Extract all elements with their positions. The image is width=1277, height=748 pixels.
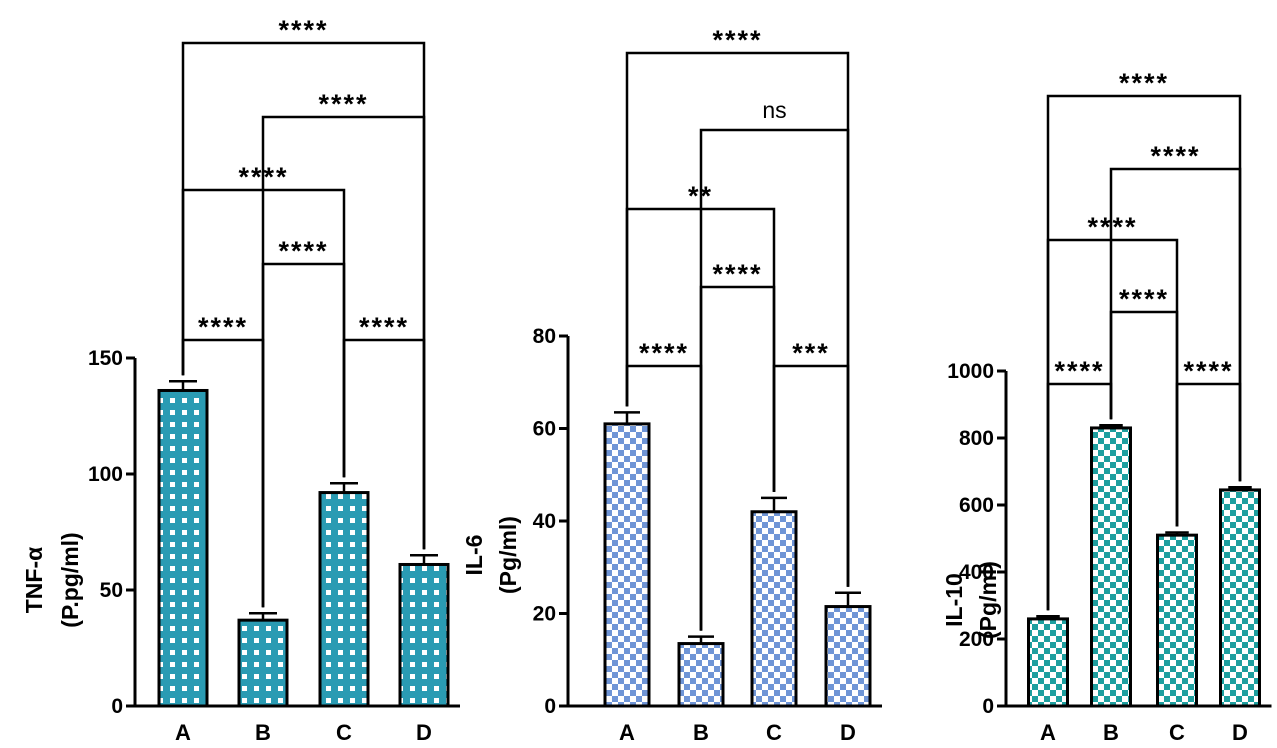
bar-C	[1156, 533, 1198, 708]
y-tick-label: 20	[533, 603, 556, 626]
significance-label: ****	[1183, 356, 1233, 386]
y-axis-label: (Pg/ml)	[975, 561, 1001, 639]
x-tick-label: C	[336, 720, 352, 745]
x-tick-label: B	[1103, 720, 1119, 745]
bar-A	[157, 388, 209, 708]
bar-C	[318, 491, 370, 708]
y-axis-label: (Pg/ml)	[495, 516, 521, 594]
x-tick-label: D	[1232, 720, 1248, 745]
y-tick-label: 80	[533, 325, 556, 348]
significance-label: ****	[1119, 284, 1169, 314]
x-tick-label: A	[175, 720, 191, 745]
significance-bracket	[1046, 94, 1242, 611]
significance-label: ****	[278, 15, 328, 45]
chart-panel-3: 0 200 400 600 800 1000 IL-10 (Pg/ml) A B C D **** ***…	[941, 68, 1272, 745]
significance-label: ****	[712, 25, 762, 55]
significance-label: ****	[278, 236, 328, 266]
significance-label: ****	[639, 338, 689, 368]
significance-label: ****	[318, 89, 368, 119]
y-tick-label: 50	[100, 579, 123, 602]
significance-label: ns	[762, 97, 786, 123]
bar-B	[1090, 426, 1132, 708]
y-tick-label: 0	[111, 695, 123, 718]
significance-label: ****	[712, 259, 762, 289]
y-tick-label: 150	[88, 347, 123, 370]
y-tick-label: 200	[959, 628, 994, 651]
y-axis-label: (P.pg/ml)	[57, 532, 83, 627]
bar-B	[677, 642, 725, 708]
x-tick-label: B	[693, 720, 709, 745]
x-tick-label: D	[840, 720, 856, 745]
significance-bracket	[625, 51, 850, 587]
x-tick-label: A	[619, 720, 635, 745]
significance-label: ****	[198, 312, 248, 342]
bar-A	[603, 422, 651, 708]
bar-B	[237, 618, 289, 708]
y-tick-label: 60	[533, 418, 556, 441]
y-tick-label: 100	[88, 463, 123, 486]
chart-panel-1: 0 50 100 150 TNF-α (P.pg/ml) A B C D **** **** **** *…	[21, 15, 460, 745]
bar-D	[824, 605, 872, 708]
bar-A	[1027, 617, 1069, 708]
x-tick-label: A	[1040, 720, 1056, 745]
bar-D	[398, 562, 450, 708]
y-tick-label: 0	[982, 695, 994, 718]
significance-label: ****	[1054, 356, 1104, 386]
significance-label: ****	[1119, 68, 1169, 98]
x-tick-label: C	[766, 720, 782, 745]
x-tick-label: B	[255, 720, 271, 745]
y-tick-label: 40	[533, 510, 556, 533]
y-tick-label: 0	[544, 695, 556, 718]
bar-D	[1219, 488, 1261, 708]
y-axis-label: IL-10	[941, 573, 967, 627]
y-axis-label: IL-6	[461, 535, 487, 576]
significance-label: ***	[792, 338, 830, 368]
significance-label: **	[688, 181, 713, 211]
significance-bracket	[181, 41, 426, 550]
y-tick-label: 400	[959, 561, 994, 584]
y-tick-label: 1000	[947, 360, 994, 383]
x-tick-label: C	[1169, 720, 1185, 745]
significance-label: ****	[1150, 141, 1200, 171]
significance-label: ****	[1087, 212, 1137, 242]
y-tick-label: 600	[959, 494, 994, 517]
y-axis-label: TNF-α	[21, 547, 47, 614]
bar-C	[750, 510, 798, 708]
x-tick-label: D	[416, 720, 432, 745]
y-tick-label: 800	[959, 427, 994, 450]
significance-label: ****	[359, 312, 409, 342]
